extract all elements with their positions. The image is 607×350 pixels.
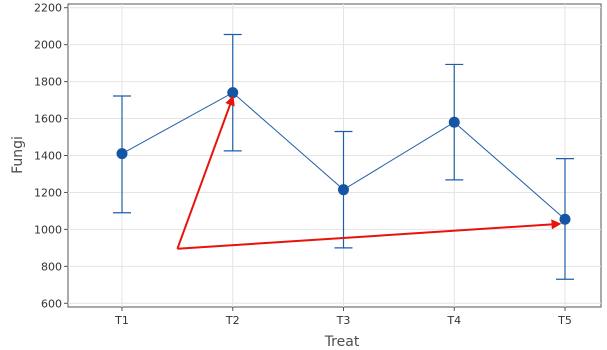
- y-tick-label: 800: [41, 260, 62, 273]
- x-tick-label: T3: [336, 314, 351, 327]
- y-tick-label: 1400: [34, 150, 62, 163]
- y-tick-label: 2000: [34, 39, 62, 52]
- y-tick-label: 1800: [34, 76, 62, 89]
- y-tick-label: 1600: [34, 113, 62, 126]
- y-tick-label: 1000: [34, 223, 62, 236]
- data-point: [227, 87, 238, 98]
- data-point: [560, 214, 571, 225]
- y-tick-label: 1200: [34, 186, 62, 199]
- y-tick-label: 600: [41, 297, 62, 310]
- data-point: [449, 117, 460, 128]
- x-tick-label: T2: [225, 314, 240, 327]
- y-axis-title: Fungi: [10, 136, 26, 174]
- data-point: [338, 184, 349, 195]
- x-axis-title: Treat: [324, 334, 360, 350]
- x-tick-label: T4: [446, 314, 461, 327]
- x-tick-label: T1: [114, 314, 129, 327]
- y-tick-label: 2200: [34, 2, 62, 15]
- data-point: [117, 148, 128, 159]
- x-tick-label: T5: [557, 314, 572, 327]
